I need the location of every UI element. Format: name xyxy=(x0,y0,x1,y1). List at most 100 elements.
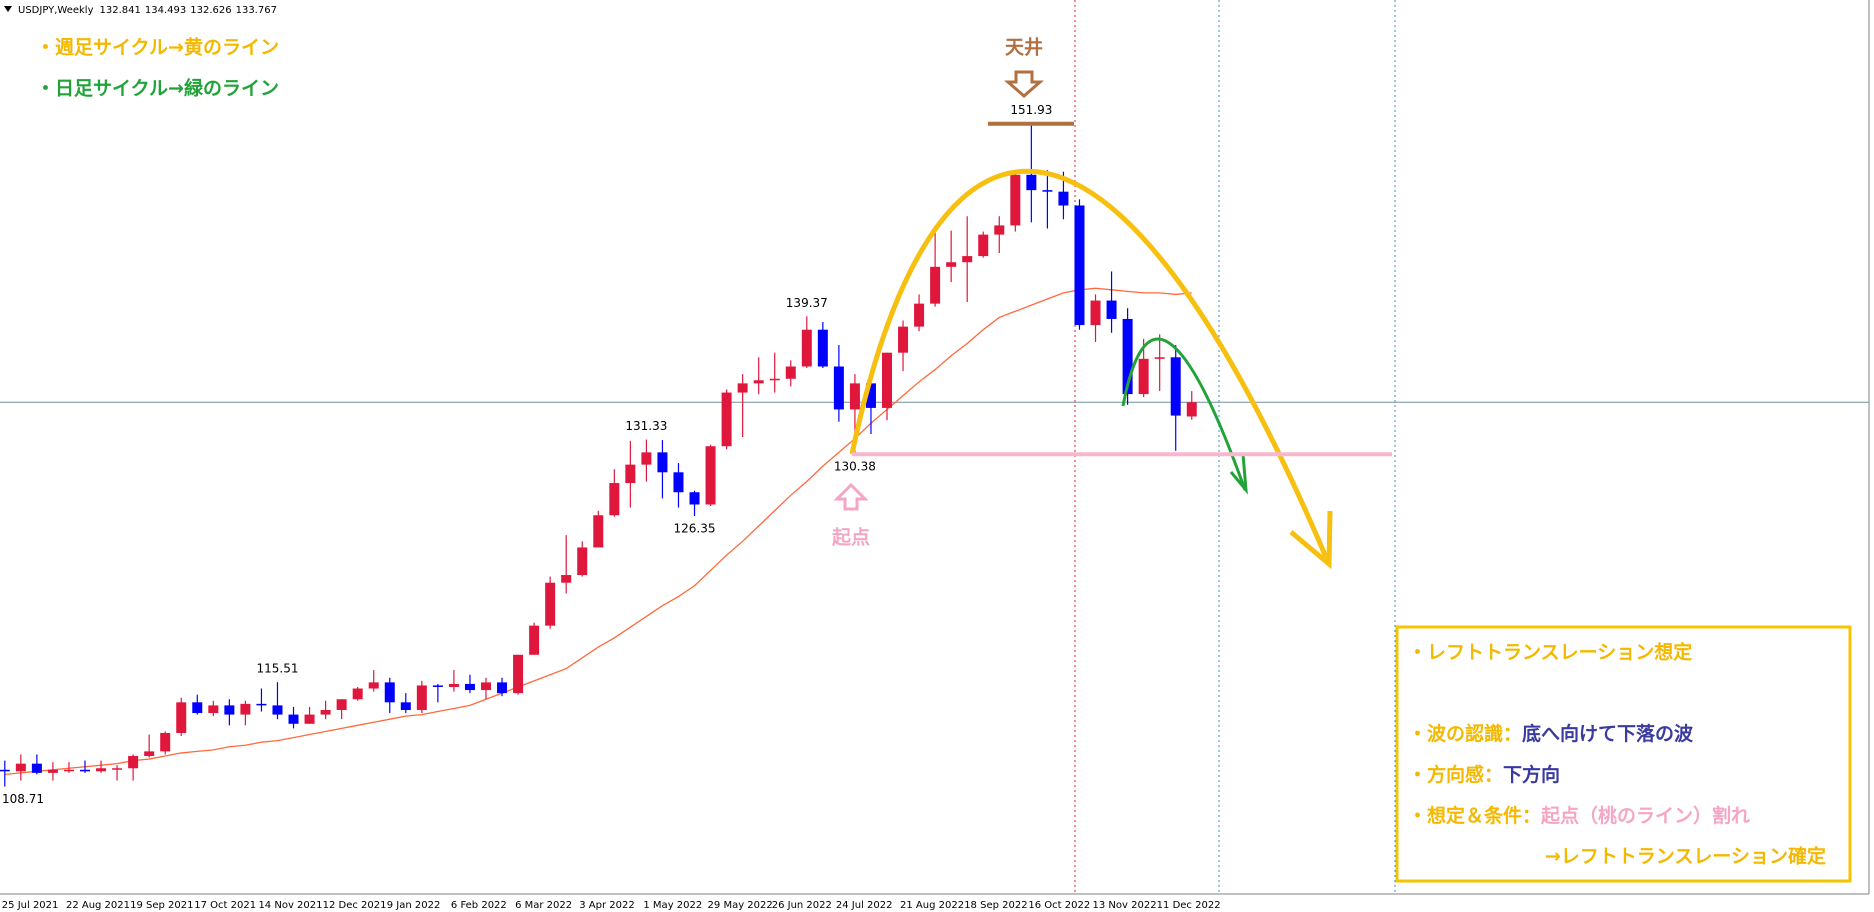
candle-body xyxy=(1026,174,1037,191)
candle-body xyxy=(448,683,459,687)
candle-body xyxy=(1122,318,1133,395)
candle-body xyxy=(481,682,491,691)
weekly-cycle-arrowhead xyxy=(1289,510,1333,570)
candle-body xyxy=(144,751,155,756)
candle-body xyxy=(1074,205,1085,326)
candle-body xyxy=(1106,300,1117,319)
candle-body xyxy=(176,702,187,733)
x-tick-label: 26 Jun 2022 xyxy=(772,900,832,911)
candle-body xyxy=(224,705,235,715)
candle-body xyxy=(882,352,892,408)
candle-body xyxy=(384,682,395,703)
candle-body xyxy=(785,366,796,379)
candle-body xyxy=(1138,358,1149,395)
candle-body xyxy=(849,383,860,410)
candle-body xyxy=(96,768,107,772)
info-title: ・レフトトランスレーション想定 xyxy=(1408,641,1692,664)
candle-body xyxy=(0,769,10,772)
info-label: ・波の認識： xyxy=(1408,722,1522,745)
candle-body xyxy=(817,329,828,367)
candle-body xyxy=(1042,190,1053,192)
info-value: 下方向 xyxy=(1503,763,1560,786)
header-icon xyxy=(4,6,12,12)
candle-body xyxy=(689,492,700,505)
x-tick-label: 11 Dec 2022 xyxy=(1157,900,1221,911)
weekly-note: ・週足サイクル→黄のライン xyxy=(36,36,279,59)
candle-body xyxy=(1058,191,1069,206)
candle-body xyxy=(625,464,636,484)
x-tick-label: 3 Apr 2022 xyxy=(579,900,634,911)
candle-body xyxy=(561,575,572,583)
candle-body xyxy=(609,483,620,516)
x-tick-label: 17 Oct 2021 xyxy=(194,900,256,911)
candle-body xyxy=(1154,357,1165,359)
candle-body xyxy=(657,452,668,473)
x-tick-label: 12 Dec 2021 xyxy=(323,900,387,911)
daily-note: ・日足サイクル→緑のライン xyxy=(36,77,279,100)
candle-body xyxy=(898,326,909,353)
candle-body xyxy=(464,683,475,691)
candle-body xyxy=(31,763,42,773)
price-label: 115.51 xyxy=(256,662,298,676)
symbol: USDJPY,Weekly xyxy=(18,5,94,16)
candle-body xyxy=(1010,174,1021,226)
top-arrow xyxy=(1004,70,1044,98)
x-tick-label: 29 May 2022 xyxy=(708,900,773,911)
candle-body xyxy=(432,685,443,687)
candle-body xyxy=(160,732,171,752)
x-tick-label: 14 Nov 2021 xyxy=(258,900,322,911)
candle-body xyxy=(545,582,556,626)
candle-body xyxy=(240,703,251,715)
candle-body xyxy=(769,378,780,381)
price-label: 151.93 xyxy=(1010,103,1052,117)
info-row: ・想定＆条件：起点（桃のライン）割れ xyxy=(1408,804,1750,827)
candle-body xyxy=(962,256,973,263)
candle-body xyxy=(753,380,764,384)
candle-body xyxy=(593,515,604,548)
top-label: 天井 xyxy=(1005,37,1043,59)
ma-layer xyxy=(4,287,1192,776)
info-value: 底へ向けて下落の波 xyxy=(1522,722,1694,745)
candle-body xyxy=(208,705,219,714)
info-conclusion: →レフトトランスレーション確定 xyxy=(1545,845,1826,868)
candle-body xyxy=(946,262,957,267)
candle-body xyxy=(1090,300,1101,326)
candle-body xyxy=(288,714,299,724)
x-tick-label: 24 Jul 2022 xyxy=(836,900,893,911)
candle-body xyxy=(737,383,748,393)
candle-body xyxy=(352,688,363,700)
candle-body xyxy=(320,709,331,715)
price-label: 130.38 xyxy=(834,460,876,474)
candle-body xyxy=(304,714,315,724)
candle-body xyxy=(368,682,379,689)
candle-body xyxy=(994,225,1005,235)
info-label: ・想定＆条件： xyxy=(1408,804,1541,827)
daily-cycle-arrowhead xyxy=(1229,453,1248,495)
info-label: ・方向感： xyxy=(1408,763,1503,786)
candle-body xyxy=(914,303,925,327)
candle-body xyxy=(80,769,90,772)
candle-body xyxy=(513,654,524,694)
candle-body xyxy=(497,682,508,694)
candle-body xyxy=(256,703,267,706)
candle-body xyxy=(978,234,989,257)
candle-body xyxy=(577,547,588,576)
candle-body xyxy=(1186,402,1197,417)
x-tick-label: 18 Sep 2022 xyxy=(964,900,1027,911)
info-row: ・方向感：下方向 xyxy=(1408,763,1560,786)
x-tick-label: 9 Jan 2022 xyxy=(387,900,441,911)
header-high: 134.493 xyxy=(145,5,186,16)
x-tick-label: 6 Feb 2022 xyxy=(451,900,507,911)
origin-label: 起点 xyxy=(831,527,870,549)
candle-body xyxy=(865,383,876,408)
x-tick-label: 16 Oct 2022 xyxy=(1028,900,1090,911)
x-tick-label: 25 Jul 2021 xyxy=(2,900,59,911)
candle-body xyxy=(930,266,941,304)
candle-body xyxy=(15,763,26,772)
candle-body xyxy=(416,685,427,710)
candle-body xyxy=(721,392,732,447)
price-label: 126.35 xyxy=(674,522,716,536)
daily-cycle-curve xyxy=(1121,337,1247,491)
